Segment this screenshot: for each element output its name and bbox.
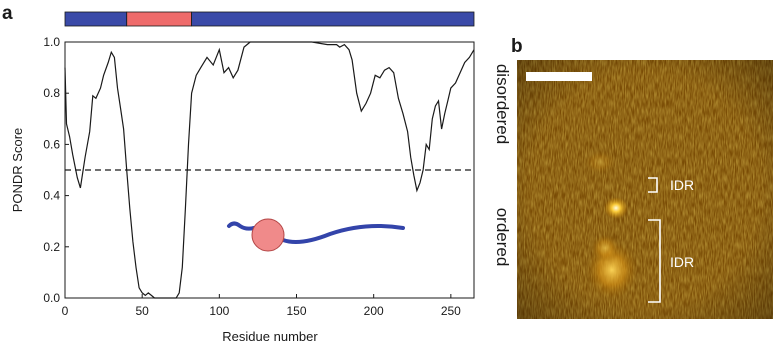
side-label-ordered: ordered bbox=[493, 208, 512, 267]
y-axis-label: PONDR Score bbox=[10, 128, 25, 213]
protein-schematic bbox=[227, 218, 405, 252]
idr-bracket-upper bbox=[648, 177, 658, 193]
panel-label-a: a bbox=[2, 3, 13, 24]
y-tick-label-0: 0.0 bbox=[43, 291, 60, 305]
x-tick-label-4: 200 bbox=[364, 304, 384, 318]
x-axis-label: Residue number bbox=[222, 329, 318, 344]
y-tick-label-2: 0.4 bbox=[43, 189, 60, 203]
x-tick-label-2: 100 bbox=[209, 304, 229, 318]
x-tick-label-0: 0 bbox=[62, 304, 69, 318]
idr-bracket-lower bbox=[648, 219, 661, 303]
disordered-chain-left bbox=[227, 221, 256, 231]
pondr-score-line bbox=[64, 41, 475, 299]
scale-bar bbox=[526, 72, 592, 81]
panel-label-b: b bbox=[511, 36, 523, 57]
x-axis-ticks: 0 50 100 150 200 250 bbox=[62, 294, 461, 318]
micrograph: IDR IDR bbox=[517, 60, 773, 319]
domain-segment-1 bbox=[126, 11, 192, 27]
idr-label-upper: IDR bbox=[670, 177, 694, 193]
micrograph-vignette bbox=[517, 60, 773, 319]
idr-label-lower: IDR bbox=[670, 254, 694, 270]
folded-domain-circle bbox=[251, 218, 285, 252]
x-tick-label-3: 150 bbox=[286, 304, 306, 318]
x-tick-label-5: 250 bbox=[441, 304, 461, 318]
domain-bar bbox=[64, 11, 475, 27]
y-tick-label-5: 1.0 bbox=[43, 35, 60, 49]
domain-segment-2 bbox=[191, 11, 475, 27]
side-label-disordered: disordered bbox=[493, 64, 512, 144]
domain-segment-0 bbox=[64, 11, 128, 27]
x-tick-label-1: 50 bbox=[135, 304, 149, 318]
y-tick-label-3: 0.6 bbox=[43, 137, 60, 151]
disordered-chain-right bbox=[281, 224, 405, 244]
y-tick-label-4: 0.8 bbox=[43, 86, 60, 100]
y-axis-ticks: 0.0 0.2 0.4 0.6 0.8 1.0 bbox=[43, 35, 69, 305]
y-tick-label-1: 0.2 bbox=[43, 240, 60, 254]
